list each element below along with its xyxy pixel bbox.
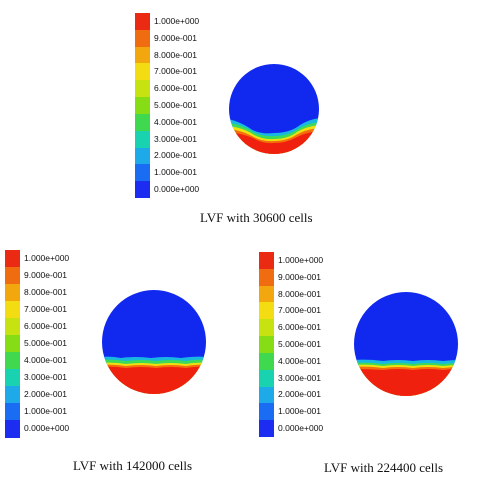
colorbar-tick-label: 7.000e-001: [154, 66, 198, 77]
colorbar-tick-label: 4.000e-001: [278, 355, 322, 366]
colorbar-tick-label: 4.000e-001: [154, 116, 198, 127]
colorbar-tick-label: 9.000e-001: [278, 271, 322, 282]
colorbar: [5, 250, 20, 438]
colorbar-segment: [5, 335, 20, 353]
colorbar-tick-label: 6.000e-001: [24, 321, 68, 331]
colorbar-segment: [5, 301, 20, 319]
colorbar-segment: [135, 13, 150, 31]
colorbar-segment: [259, 352, 274, 371]
colorbar-tick-label: 7.000e-001: [24, 304, 68, 314]
colorbar-tick-label: 5.000e-001: [24, 338, 68, 348]
colorbar-tick-label: 1.000e+000: [278, 254, 324, 265]
colorbar-segment: [259, 403, 274, 421]
colorbar-segment: [135, 80, 150, 98]
colorbar-tick-label: 6.000e-001: [278, 322, 322, 333]
colorbar-segment: [259, 319, 274, 337]
colorbar-tick-label: 2.000e-001: [278, 389, 322, 400]
colorbar-segment: [135, 181, 150, 199]
colorbar-tick-label: 1.000e-001: [24, 406, 68, 416]
colorbar-tick-label: 6.000e-001: [154, 83, 198, 94]
colorbar-tick-label: 5.000e-001: [278, 339, 322, 349]
colorbar-tick-label: 2.000e-001: [24, 389, 68, 399]
colorbar-segment: [5, 267, 20, 285]
colorbar-segment: [5, 369, 20, 387]
colorbar-tick-label: 1.000e+000: [24, 253, 70, 263]
colorbar-segment: [5, 250, 20, 268]
colorbar: [135, 13, 150, 199]
colorbar-segment: [259, 369, 274, 388]
colorbar-segment: [135, 130, 150, 149]
colorbar-tick-label: 3.000e-001: [24, 372, 68, 382]
colorbar-segment: [259, 386, 274, 404]
colorbar-segment: [135, 164, 150, 182]
colorbar-tick-label: 7.000e-001: [278, 305, 322, 316]
colorbar-tick-label: 8.000e-001: [154, 49, 198, 60]
colorbar-tick-label: 1.000e-001: [278, 406, 322, 417]
colorbar-tick-label: 9.000e-001: [24, 270, 68, 280]
lvf-contour-30600: [229, 64, 319, 154]
colorbar-tick-label: 0.000e+000: [154, 184, 200, 195]
colorbar-tick-label: 8.000e-001: [24, 287, 68, 297]
colorbar-segment: [135, 63, 150, 81]
colorbar-segment: [5, 386, 20, 404]
colorbar-segment: [5, 318, 20, 336]
colorbar-segment: [5, 420, 20, 438]
colorbar-segment: [5, 403, 20, 421]
colorbar-segment: [259, 268, 274, 287]
colorbar-tick-label: 3.000e-001: [154, 133, 198, 144]
colorbar-tick-label: 5.000e-001: [154, 100, 198, 110]
colorbar-segment: [259, 252, 274, 270]
colorbar-segment: [135, 113, 150, 132]
caption: LVF with 142000 cells: [73, 458, 193, 473]
colorbar-tick-label: 3.000e-001: [278, 372, 322, 383]
colorbar: [259, 252, 274, 438]
colorbar-segment: [259, 420, 274, 438]
colorbar-segment: [259, 336, 274, 354]
colorbar-tick-label: 1.000e+000: [154, 15, 200, 26]
colorbar-segment: [5, 284, 20, 302]
colorbar-segment: [259, 302, 274, 320]
colorbar-tick-label: 0.000e+000: [24, 423, 70, 433]
caption: LVF with 224400 cells: [324, 460, 444, 475]
lvf-contour-224400: [354, 292, 458, 396]
colorbar-segment: [135, 46, 150, 64]
colorbar-tick-label: 0.000e+000: [278, 423, 324, 434]
colorbar-tick-label: 8.000e-001: [278, 288, 322, 299]
colorbar-segment: [135, 97, 150, 115]
colorbar-tick-label: 9.000e-001: [154, 32, 198, 43]
colorbar-segment: [259, 285, 274, 303]
colorbar-tick-label: 4.000e-001: [24, 355, 68, 365]
colorbar-segment: [135, 29, 150, 48]
lvf-contour-142000: [102, 290, 206, 394]
colorbar-tick-label: 2.000e-001: [154, 150, 198, 161]
caption: LVF with 30600 cells: [200, 210, 313, 225]
colorbar-segment: [5, 352, 20, 370]
colorbar-segment: [135, 147, 150, 165]
colorbar-tick-label: 1.000e-001: [154, 167, 198, 178]
